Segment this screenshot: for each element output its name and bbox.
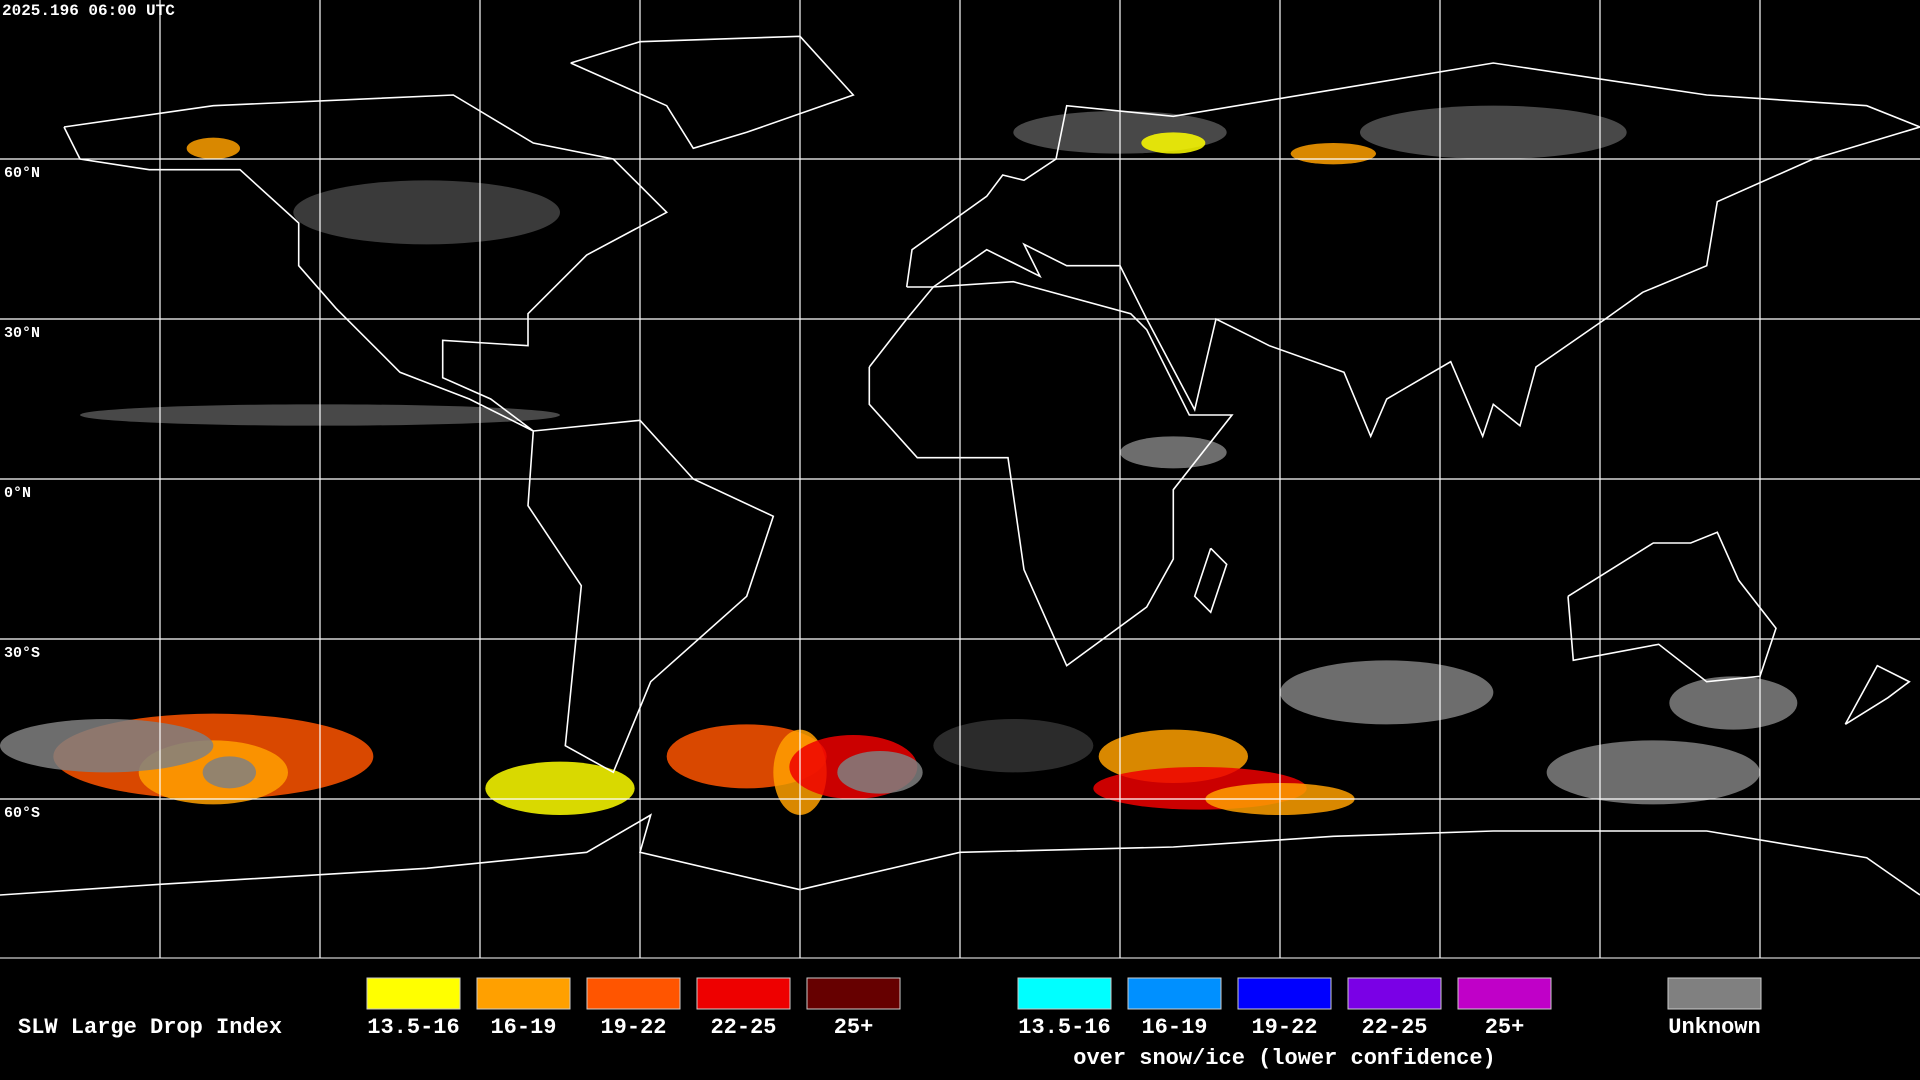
- legend-label: 22-25: [710, 1015, 776, 1040]
- cloud-patch: [293, 180, 560, 245]
- legend-swatch: [586, 977, 681, 1010]
- cloud-patch: [1290, 143, 1377, 165]
- coastline: [1193, 547, 1228, 614]
- graticule: [0, 0, 1920, 958]
- legend-swatch: [476, 977, 571, 1010]
- coastline: [63, 94, 669, 432]
- legend-label: 13.5-16: [1018, 1015, 1110, 1040]
- coastline: [1844, 664, 1911, 725]
- cloud-patch: [0, 719, 214, 773]
- latitude-label: 30°S: [4, 645, 40, 662]
- cloud-patch: [202, 756, 256, 789]
- legend-label: Unknown: [1668, 1015, 1760, 1040]
- legend-caption: over snow/ice (lower confidence): [1073, 1046, 1495, 1071]
- legend-label: 19-22: [1251, 1015, 1317, 1040]
- cloud-patch: [1141, 132, 1206, 154]
- cloud-patch: [933, 719, 1094, 773]
- legend-label: 22-25: [1361, 1015, 1427, 1040]
- cloud-patch: [1546, 740, 1761, 805]
- legend-swatch: [1237, 977, 1332, 1010]
- legend-label: 25+: [1485, 1015, 1525, 1040]
- latitude-label: 60°N: [4, 165, 40, 182]
- legend-title: SLW Large Drop Index: [18, 1015, 282, 1040]
- cloud-patch: [1669, 676, 1798, 730]
- cloud-patch: [485, 761, 635, 815]
- legend-label: 13.5-16: [367, 1015, 459, 1040]
- latitude-label: 60°S: [4, 805, 40, 822]
- cloud-patch: [1280, 660, 1494, 725]
- legend: SLW Large Drop Index 13.5-16 16-19 19-22 22-…: [18, 977, 1762, 1071]
- legend-swatch: [1127, 977, 1222, 1010]
- legend-label: 16-19: [490, 1015, 556, 1040]
- coastline: [0, 813, 1920, 896]
- coastline: [1567, 531, 1777, 683]
- legend-swatch: [1667, 977, 1762, 1010]
- coastline: [868, 280, 1234, 667]
- coastline: [905, 62, 1920, 439]
- legend-swatch: [806, 977, 901, 1010]
- legend-label: 16-19: [1141, 1015, 1207, 1040]
- latitude-labels: 60°N 30°N 0°N 30°S 60°S: [4, 165, 40, 822]
- legend-label: 25+: [834, 1015, 874, 1040]
- cloud-patch: [1360, 105, 1627, 159]
- cloud-patch: [186, 137, 240, 159]
- cloud-patch: [1120, 436, 1227, 469]
- legend-swatch: [1347, 977, 1442, 1010]
- legend-swatch: [1457, 977, 1552, 1010]
- latitude-label: 0°N: [4, 485, 31, 502]
- legend-label: 19-22: [600, 1015, 666, 1040]
- legend-swatch: [366, 977, 461, 1010]
- timestamp: 2025.196 06:00 UTC: [2, 2, 175, 20]
- coastline: [527, 419, 775, 774]
- legend-swatch: [1017, 977, 1112, 1010]
- legend-swatch: [696, 977, 791, 1010]
- latitude-label: 30°N: [4, 325, 40, 342]
- cloud-patch: [837, 751, 923, 794]
